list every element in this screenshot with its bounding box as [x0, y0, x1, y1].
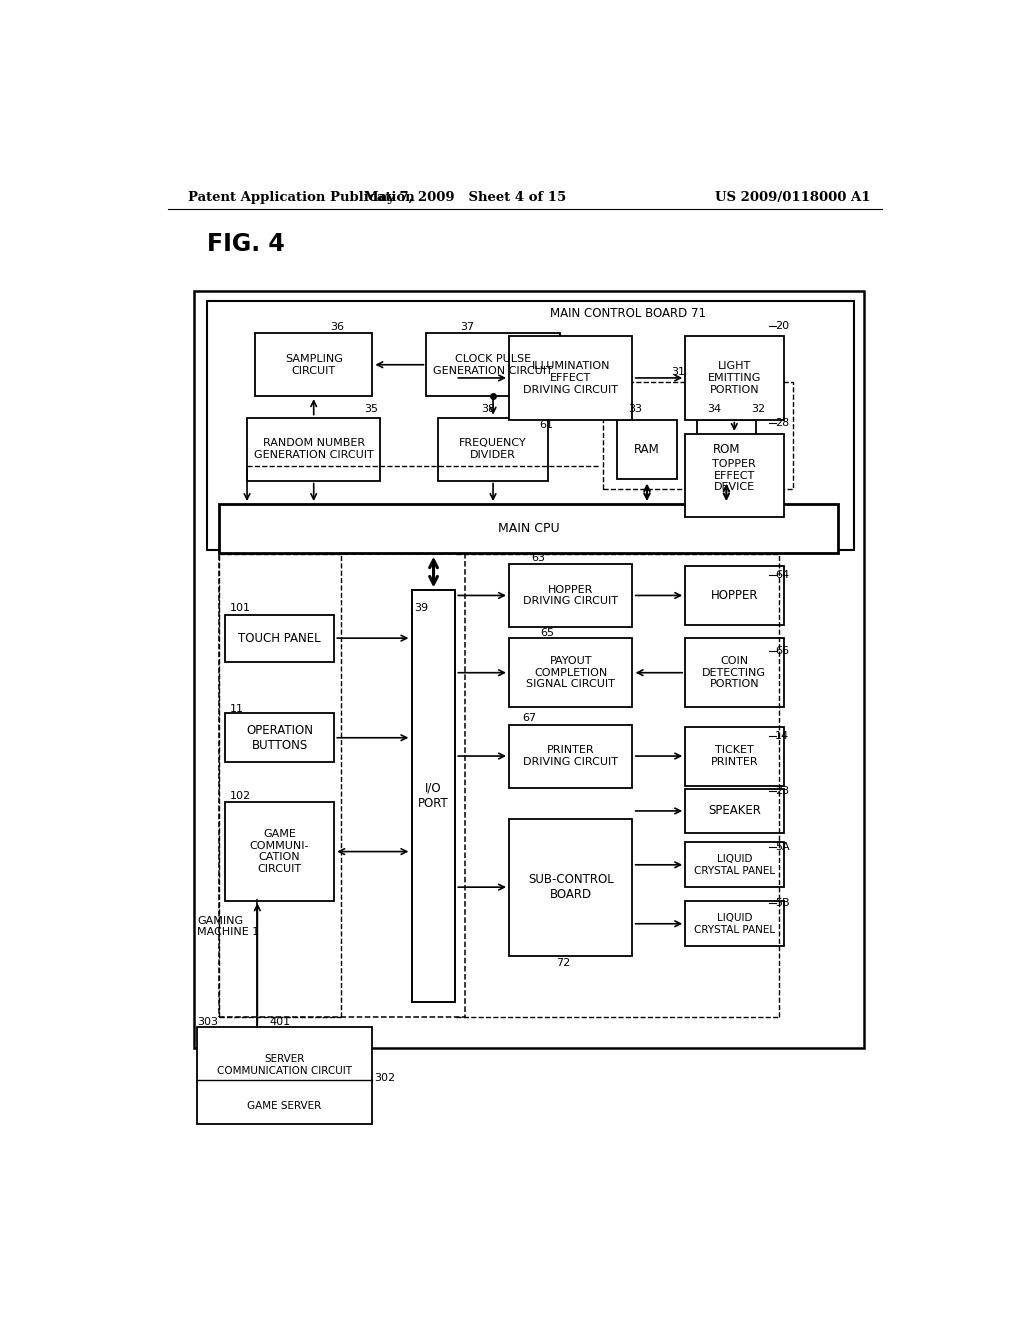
- Bar: [197, 1027, 372, 1125]
- Text: FIG. 4: FIG. 4: [207, 232, 285, 256]
- Text: HOPPER
DRIVING CIRCUIT: HOPPER DRIVING CIRCUIT: [523, 585, 618, 606]
- Text: TICKET
PRINTER: TICKET PRINTER: [711, 746, 758, 767]
- Text: 63: 63: [531, 553, 545, 562]
- Bar: [685, 902, 784, 946]
- Bar: [509, 337, 633, 420]
- Text: SUB-CONTROL
BOARD: SUB-CONTROL BOARD: [528, 873, 613, 902]
- Bar: [194, 290, 864, 1048]
- Text: 28: 28: [775, 417, 790, 428]
- Bar: [685, 434, 784, 517]
- Text: SERVER
COMMUNICATION CIRCUIT: SERVER COMMUNICATION CIRCUIT: [217, 1055, 352, 1076]
- Bar: [219, 554, 465, 1018]
- Text: I/O
PORT: I/O PORT: [418, 781, 449, 809]
- Text: 66: 66: [775, 647, 788, 656]
- Bar: [617, 420, 677, 479]
- Text: GAME
COMMUNI-
CATION
CIRCUIT: GAME COMMUNI- CATION CIRCUIT: [250, 829, 309, 874]
- Bar: [696, 420, 756, 479]
- Bar: [509, 818, 633, 956]
- Bar: [685, 726, 784, 785]
- Bar: [685, 566, 784, 624]
- Text: COIN
DETECTING
PORTION: COIN DETECTING PORTION: [702, 656, 766, 689]
- Text: RAM: RAM: [634, 442, 659, 455]
- Text: May 7, 2009   Sheet 4 of 15: May 7, 2009 Sheet 4 of 15: [365, 190, 566, 203]
- Text: TOUCH PANEL: TOUCH PANEL: [239, 632, 321, 644]
- Text: RANDOM NUMBER
GENERATION CIRCUIT: RANDOM NUMBER GENERATION CIRCUIT: [254, 438, 374, 459]
- Bar: [509, 725, 633, 788]
- Text: ILLUMINATION
EFFECT
DRIVING CIRCUIT: ILLUMINATION EFFECT DRIVING CIRCUIT: [523, 362, 618, 395]
- Bar: [685, 337, 784, 420]
- Text: 39: 39: [414, 603, 428, 612]
- Text: 102: 102: [229, 791, 251, 801]
- Bar: [225, 713, 334, 762]
- Text: GAMING
MACHINE 1: GAMING MACHINE 1: [197, 916, 259, 937]
- Text: LIQUID
CRYSTAL PANEL: LIQUID CRYSTAL PANEL: [693, 913, 775, 935]
- Bar: [509, 638, 633, 708]
- Text: 35: 35: [365, 404, 379, 414]
- Text: 72: 72: [557, 958, 570, 969]
- Text: 20: 20: [775, 321, 788, 331]
- Text: SAMPLING
CIRCUIT: SAMPLING CIRCUIT: [285, 354, 343, 375]
- Text: 36: 36: [331, 322, 344, 333]
- Text: 401: 401: [269, 1018, 291, 1027]
- Bar: [509, 564, 633, 627]
- Bar: [685, 842, 784, 887]
- Text: HOPPER: HOPPER: [711, 589, 758, 602]
- Bar: [255, 333, 373, 396]
- Text: OPERATION
BUTTONS: OPERATION BUTTONS: [246, 723, 313, 752]
- Text: 14: 14: [775, 731, 788, 741]
- Text: MAIN CONTROL BOARD 71: MAIN CONTROL BOARD 71: [550, 308, 706, 321]
- Bar: [685, 788, 784, 833]
- Text: 23: 23: [775, 785, 788, 796]
- Text: 33: 33: [628, 404, 642, 414]
- Text: GAME SERVER: GAME SERVER: [247, 1101, 322, 1110]
- Text: 5B: 5B: [775, 899, 790, 908]
- Text: Patent Application Publication: Patent Application Publication: [187, 190, 415, 203]
- Bar: [225, 801, 334, 902]
- Text: 67: 67: [522, 713, 537, 723]
- Bar: [602, 381, 793, 488]
- Text: MAIN CPU: MAIN CPU: [498, 521, 559, 535]
- Text: LIQUID
CRYSTAL PANEL: LIQUID CRYSTAL PANEL: [693, 854, 775, 875]
- Bar: [207, 301, 854, 549]
- Bar: [247, 417, 380, 480]
- Text: SPEAKER: SPEAKER: [708, 804, 761, 817]
- Bar: [685, 638, 784, 708]
- Text: 65: 65: [540, 628, 554, 638]
- Text: 64: 64: [775, 570, 788, 579]
- Text: 31: 31: [672, 367, 686, 376]
- Bar: [225, 615, 334, 661]
- Text: 5A: 5A: [775, 842, 790, 851]
- Text: 11: 11: [229, 705, 244, 714]
- Text: 302: 302: [374, 1073, 395, 1084]
- Bar: [412, 590, 456, 1002]
- Text: TOPPER
EFFECT
DEVICE: TOPPER EFFECT DEVICE: [713, 459, 756, 492]
- Text: PAYOUT
COMPLETION
SIGNAL CIRCUIT: PAYOUT COMPLETION SIGNAL CIRCUIT: [526, 656, 615, 689]
- Text: 32: 32: [751, 404, 765, 414]
- Text: 34: 34: [708, 404, 722, 414]
- Text: FREQUENCY
DIVIDER: FREQUENCY DIVIDER: [459, 438, 527, 459]
- Bar: [438, 417, 548, 480]
- Text: PRINTER
DRIVING CIRCUIT: PRINTER DRIVING CIRCUIT: [523, 746, 618, 767]
- Text: 61: 61: [539, 420, 553, 430]
- Text: CLOCK PULSE
GENERATION CIRCUIT: CLOCK PULSE GENERATION CIRCUIT: [433, 354, 553, 375]
- Text: 101: 101: [229, 603, 251, 612]
- Bar: [426, 333, 560, 396]
- Text: 37: 37: [460, 322, 474, 333]
- Text: US 2009/0118000 A1: US 2009/0118000 A1: [715, 190, 870, 203]
- Text: ROM: ROM: [713, 442, 740, 455]
- Text: LIGHT
EMITTING
PORTION: LIGHT EMITTING PORTION: [708, 362, 761, 395]
- Text: 38: 38: [481, 404, 496, 414]
- Bar: [219, 504, 839, 553]
- Text: 303: 303: [197, 1018, 218, 1027]
